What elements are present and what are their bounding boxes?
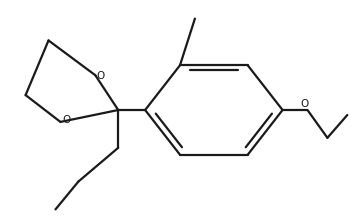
Text: O: O bbox=[301, 99, 309, 109]
Text: O: O bbox=[96, 71, 105, 81]
Text: O: O bbox=[63, 115, 71, 125]
